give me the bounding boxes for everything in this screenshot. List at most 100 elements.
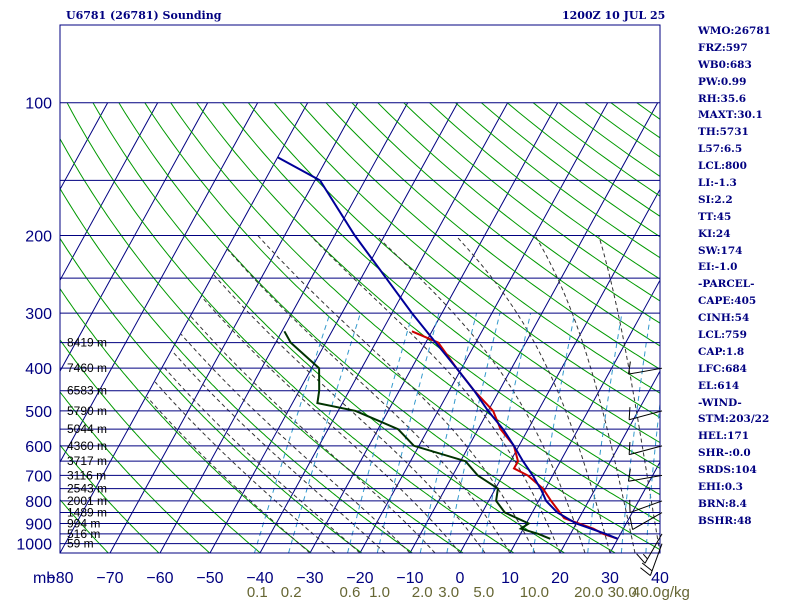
temperature-tick-label: −60: [146, 570, 173, 587]
moist-adiabat-15: [257, 235, 536, 553]
mixing-ratio-label: 5.0: [473, 584, 494, 600]
wind-barb-staff: [629, 410, 663, 421]
dry-adiabat-370: [299, 102, 660, 394]
moist-adiabat--5: [190, 315, 436, 553]
pressure-tick-label: 300: [25, 306, 52, 323]
isotherm-30: [609, 461, 660, 553]
dewpoint-line: [283, 330, 551, 540]
height-label: 6583 m: [67, 384, 107, 398]
dry-adiabat-300: [118, 102, 616, 553]
dry-adiabat-360: [273, 102, 660, 419]
height-label: 5790 m: [67, 404, 107, 418]
sounding-index-item: LI:-1.3: [698, 177, 737, 190]
dry-adiabat-410: [403, 102, 660, 302]
height-label: 3717 m: [67, 454, 107, 468]
mixing-ratio-label: 0.2: [281, 584, 302, 600]
moist-adiabat-20: [309, 235, 561, 553]
mixing-ratio-line: [288, 312, 361, 553]
dry-adiabat-330: [196, 102, 660, 496]
wind-barb-half-flag: [642, 553, 648, 560]
wind-barb-flag: [629, 517, 634, 530]
height-label: 2001 m: [67, 494, 107, 508]
pressure-tick-label: 900: [25, 516, 52, 533]
moist-adiabat-5: [213, 273, 486, 553]
isotherm--120: [60, 102, 109, 191]
temperature-tick-label: −20: [346, 570, 373, 587]
height-label: 59 m: [67, 537, 94, 551]
dry-adiabat-220: [60, 391, 211, 553]
temperature-tick-label: −30: [296, 570, 323, 587]
pressure-tick-label: 800: [25, 494, 52, 511]
sounding-index-item: FRZ:597: [698, 41, 748, 54]
sounding-index-item: LCL:759: [698, 329, 747, 342]
height-label: 5044 m: [67, 422, 107, 436]
isotherm--110: [60, 102, 159, 282]
sounding-index-item: STM:203/22: [698, 413, 770, 426]
dry-adiabat-200: [60, 498, 109, 553]
sounding-index-item: RH:35.6: [698, 92, 747, 105]
temperature-tick-label: −80: [46, 570, 73, 587]
plot-background: [60, 25, 660, 553]
sounding-index-item: BSHR:48: [698, 514, 752, 527]
wind-barb-flag: [628, 361, 631, 375]
sounding-indices-panel: WMO:26781 FRZ:597 WB0:683 PW:0.99 RH:35.6 MAX…: [698, 23, 800, 530]
temperature-tick-label: 10: [501, 570, 519, 587]
mixing-ratio-line: [253, 312, 331, 553]
dry-adiabat-390: [351, 102, 660, 347]
isotherm-20: [559, 370, 660, 553]
wind-barb-flag: [636, 553, 646, 564]
sounding-index-item: EL:614: [698, 379, 740, 392]
sounding-index-item: CAPE:405: [698, 295, 757, 308]
sounding-index-item: EI:-1.0: [698, 261, 738, 274]
mixing-ratio-label: 3.0: [438, 584, 459, 600]
mixing-ratio-label: 40.0: [632, 584, 661, 600]
mixing-ratio-label: 2.0: [412, 584, 433, 600]
height-label: 3116 m: [67, 468, 106, 482]
height-label: 2543 m: [67, 482, 107, 496]
temperature-tick-label: −50: [196, 570, 223, 587]
sounding-index-item: MAXT:30.1: [698, 109, 763, 122]
isobar-lines: [60, 102, 660, 545]
wind-barb-flag: [628, 407, 631, 420]
temperature-tick-label: 30: [601, 570, 619, 587]
height-label: 4360 m: [67, 439, 107, 453]
dry-adiabat-310: [144, 102, 660, 551]
wind-barb-flag: [641, 562, 653, 572]
height-label: 1489 m: [67, 506, 107, 520]
sounding-index-item: BRN:8.4: [698, 497, 747, 510]
parcel-line: [277, 156, 619, 540]
wind-barb-flag: [628, 441, 631, 455]
dry-adiabat-240: [60, 287, 312, 553]
isotherm--90: [60, 102, 259, 464]
moist-adiabat-lines: [146, 235, 660, 553]
height-label: 7460 m: [67, 361, 107, 375]
dry-adiabat-250: [60, 237, 363, 553]
mixing-ratio-label: 1.0: [369, 584, 390, 600]
wind-barb-staff: [629, 445, 663, 456]
temperature-tick-label: 0: [456, 570, 465, 587]
sounding-index-item: TT:45: [698, 210, 732, 223]
temperature-tick-label: −40: [246, 570, 273, 587]
dry-adiabat-290: [92, 102, 565, 553]
dry-adiabat-350: [247, 102, 660, 444]
isotherm--20: [359, 102, 609, 553]
moist-adiabat-0: [201, 296, 461, 553]
sounding-index-item: LCL:800: [698, 160, 747, 173]
height-label: 516 m: [67, 527, 100, 541]
wind-barb-staff: [644, 533, 663, 564]
dry-adiabat-340: [222, 102, 660, 469]
isotherm--80: [60, 102, 309, 553]
wind-barb-staff: [649, 543, 663, 576]
sounding-index-item: SHR-:0.0: [698, 447, 751, 460]
wind-barb-flag: [640, 567, 651, 576]
mixing-ratio-label: 20.0: [574, 584, 603, 600]
sounding-index-item: HEL:171: [698, 430, 750, 443]
dry-adiabat-230: [60, 339, 261, 553]
wind-barb-flag: [628, 468, 631, 482]
sounding-index-item: WB0:683: [698, 58, 752, 71]
mixing-ratio-label: 0.1: [247, 584, 268, 600]
dry-adiabat-380: [325, 102, 660, 370]
mixing-ratio-label: 0.6: [339, 584, 360, 600]
sounding-index-item: CAP:1.8: [698, 345, 745, 358]
